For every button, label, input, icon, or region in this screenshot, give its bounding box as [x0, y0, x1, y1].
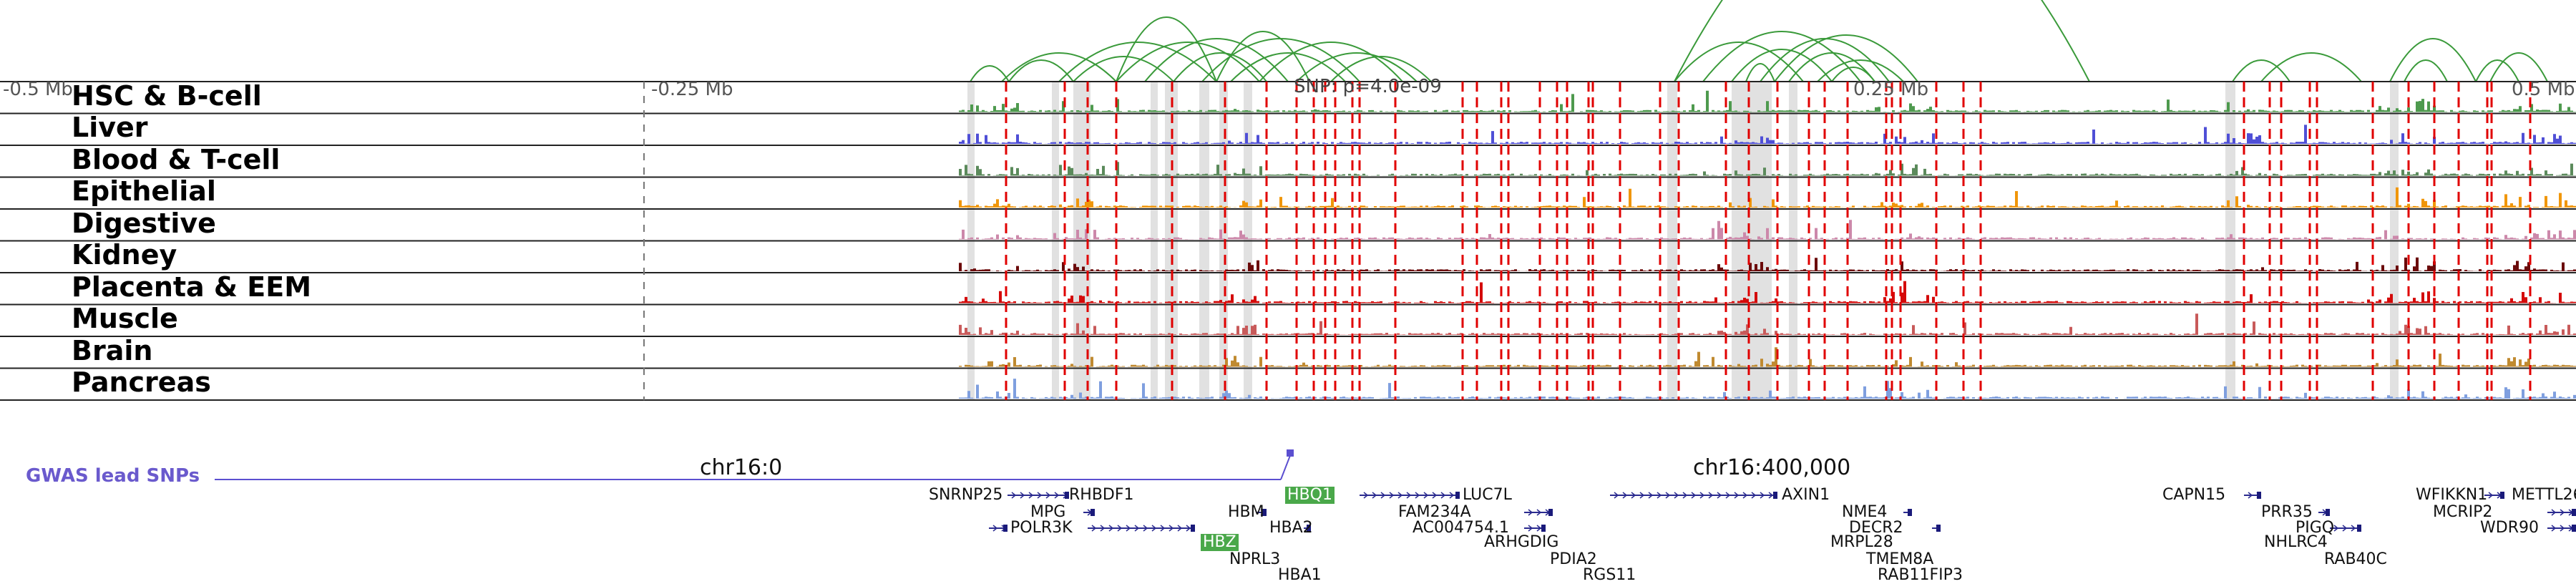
gene-label-highlighted: HBQ1 [1285, 487, 1335, 504]
track-label-muscle: Muscle [72, 303, 178, 334]
gene-label: AXIN1 [1782, 486, 1830, 504]
gene-label: MPG [1030, 503, 1066, 521]
gene-label: PDIA2 [1550, 550, 1597, 568]
position-label-right: 0.5 Mb [2512, 79, 2575, 100]
gene-label: NPRL3 [1229, 550, 1281, 568]
track-label-pancreas: Pancreas [72, 366, 211, 398]
track-label-brain: Brain [72, 335, 153, 366]
gene-label: WDR90 [2480, 519, 2539, 537]
track-area [0, 81, 2576, 401]
track-label-blood-t-cell: Blood & T-cell [72, 144, 280, 175]
snp-markers [215, 82, 2532, 480]
gene-label: RAB40C [2324, 550, 2387, 568]
gene-label: LUC7L [1463, 486, 1512, 504]
gene-label: WFIKKN1 [2416, 486, 2488, 504]
position-label-mid-right: 0.25 Mb [1853, 79, 1929, 100]
coaccessibility-arcs [970, 0, 2548, 82]
gene-label: PRR35 [2261, 503, 2313, 521]
gene-label: FAM234A [1398, 503, 1471, 521]
gene-label: RHBDF1 [1069, 486, 1134, 504]
chromosome-label-left: chr16:0 [700, 455, 783, 480]
gene-label: METTL26 [2512, 486, 2576, 504]
track-label-epithelial: Epithelial [72, 175, 216, 207]
track-label-placenta-eem: Placenta & EEM [72, 271, 312, 303]
chromosome-label-right: chr16:400,000 [1693, 455, 1851, 480]
gene-label: NME4 [1842, 503, 1888, 521]
track-label-kidney: Kidney [72, 239, 177, 271]
gene-label: RGS11 [1583, 566, 1636, 584]
gene-label: TMEM8A [1866, 550, 1934, 568]
position-label-mid-left: -0.25 Mb [651, 79, 733, 100]
track-label-liver: Liver [72, 112, 148, 143]
gene-label: POLR3K [1010, 519, 1073, 537]
position-label-left: -0.5 Mb [3, 79, 73, 100]
gwas-track-title: GWAS lead SNPs [26, 465, 200, 487]
gene-label: RAB11FIP3 [1878, 566, 1963, 584]
gene-label: MCRIP2 [2433, 503, 2493, 521]
gene-label: PIGQ [2296, 519, 2335, 537]
gene-label: SNRNP25 [929, 486, 1003, 504]
gene-label: HBM [1228, 503, 1264, 521]
gene-label: HBA2 [1269, 519, 1313, 537]
track-label-hsc-b-cell: HSC & B-cell [72, 80, 262, 112]
gene-label: HBA1 [1278, 566, 1322, 584]
gene-label: CAPN15 [2162, 486, 2226, 504]
snp-pvalue-label: SNP: p=4.0e-09 [1294, 76, 1442, 97]
track-label-digestive: Digestive [72, 208, 216, 239]
genome-browser-canvas [0, 0, 2576, 532]
gene-track [989, 492, 2576, 532]
gene-label: DECR2 [1849, 519, 1903, 537]
gene-label: AC004754.1 [1413, 519, 1509, 537]
